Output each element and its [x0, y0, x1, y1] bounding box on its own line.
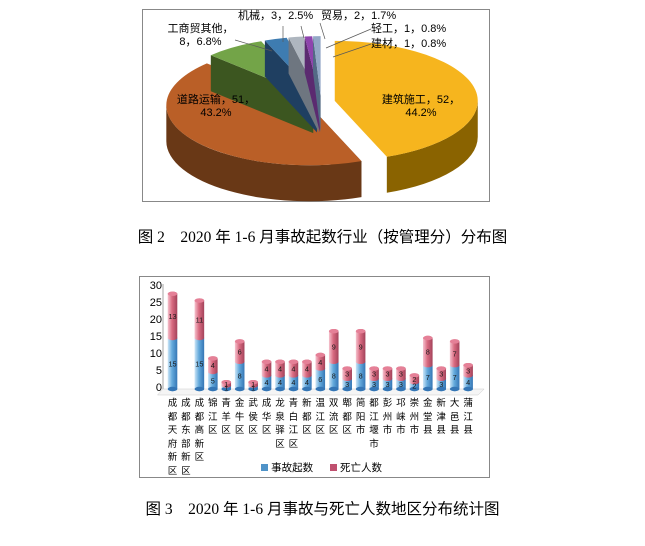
svg-text:9: 9 — [359, 343, 363, 352]
svg-text:6: 6 — [238, 348, 242, 357]
svg-text:7: 7 — [426, 373, 430, 382]
svg-text:4: 4 — [291, 365, 295, 374]
svg-text:8: 8 — [332, 371, 336, 380]
svg-text:3: 3 — [439, 380, 443, 389]
svg-text:11: 11 — [196, 315, 204, 324]
svg-text:3: 3 — [345, 380, 349, 389]
svg-text:4: 4 — [278, 365, 282, 374]
svg-text:3: 3 — [466, 366, 470, 375]
svg-text:3: 3 — [372, 370, 376, 379]
svg-text:9: 9 — [332, 343, 336, 352]
svg-text:13: 13 — [168, 312, 176, 321]
svg-text:7: 7 — [453, 373, 457, 382]
svg-text:4: 4 — [265, 365, 269, 374]
svg-text:8: 8 — [359, 371, 363, 380]
svg-text:6: 6 — [318, 375, 322, 384]
svg-text:15: 15 — [195, 360, 203, 369]
svg-text:4: 4 — [318, 358, 322, 367]
svg-text:2: 2 — [412, 375, 416, 384]
svg-text:4: 4 — [265, 378, 269, 387]
svg-text:8: 8 — [238, 371, 242, 380]
svg-text:3: 3 — [372, 380, 376, 389]
svg-text:4: 4 — [305, 378, 309, 387]
svg-text:1: 1 — [251, 380, 255, 389]
svg-text:3: 3 — [385, 370, 389, 379]
svg-text:4: 4 — [291, 378, 295, 387]
svg-text:3: 3 — [399, 370, 403, 379]
svg-text:4: 4 — [278, 378, 282, 387]
svg-text:3: 3 — [385, 380, 389, 389]
svg-text:8: 8 — [426, 348, 430, 357]
svg-text:4: 4 — [466, 378, 470, 387]
svg-text:1: 1 — [224, 380, 228, 389]
svg-text:7: 7 — [453, 349, 457, 358]
svg-text:3: 3 — [439, 370, 443, 379]
svg-text:5: 5 — [211, 377, 215, 386]
svg-text:4: 4 — [305, 365, 309, 374]
svg-text:3: 3 — [345, 370, 349, 379]
svg-text:4: 4 — [211, 361, 215, 370]
svg-text:3: 3 — [399, 380, 403, 389]
svg-text:15: 15 — [168, 360, 176, 369]
